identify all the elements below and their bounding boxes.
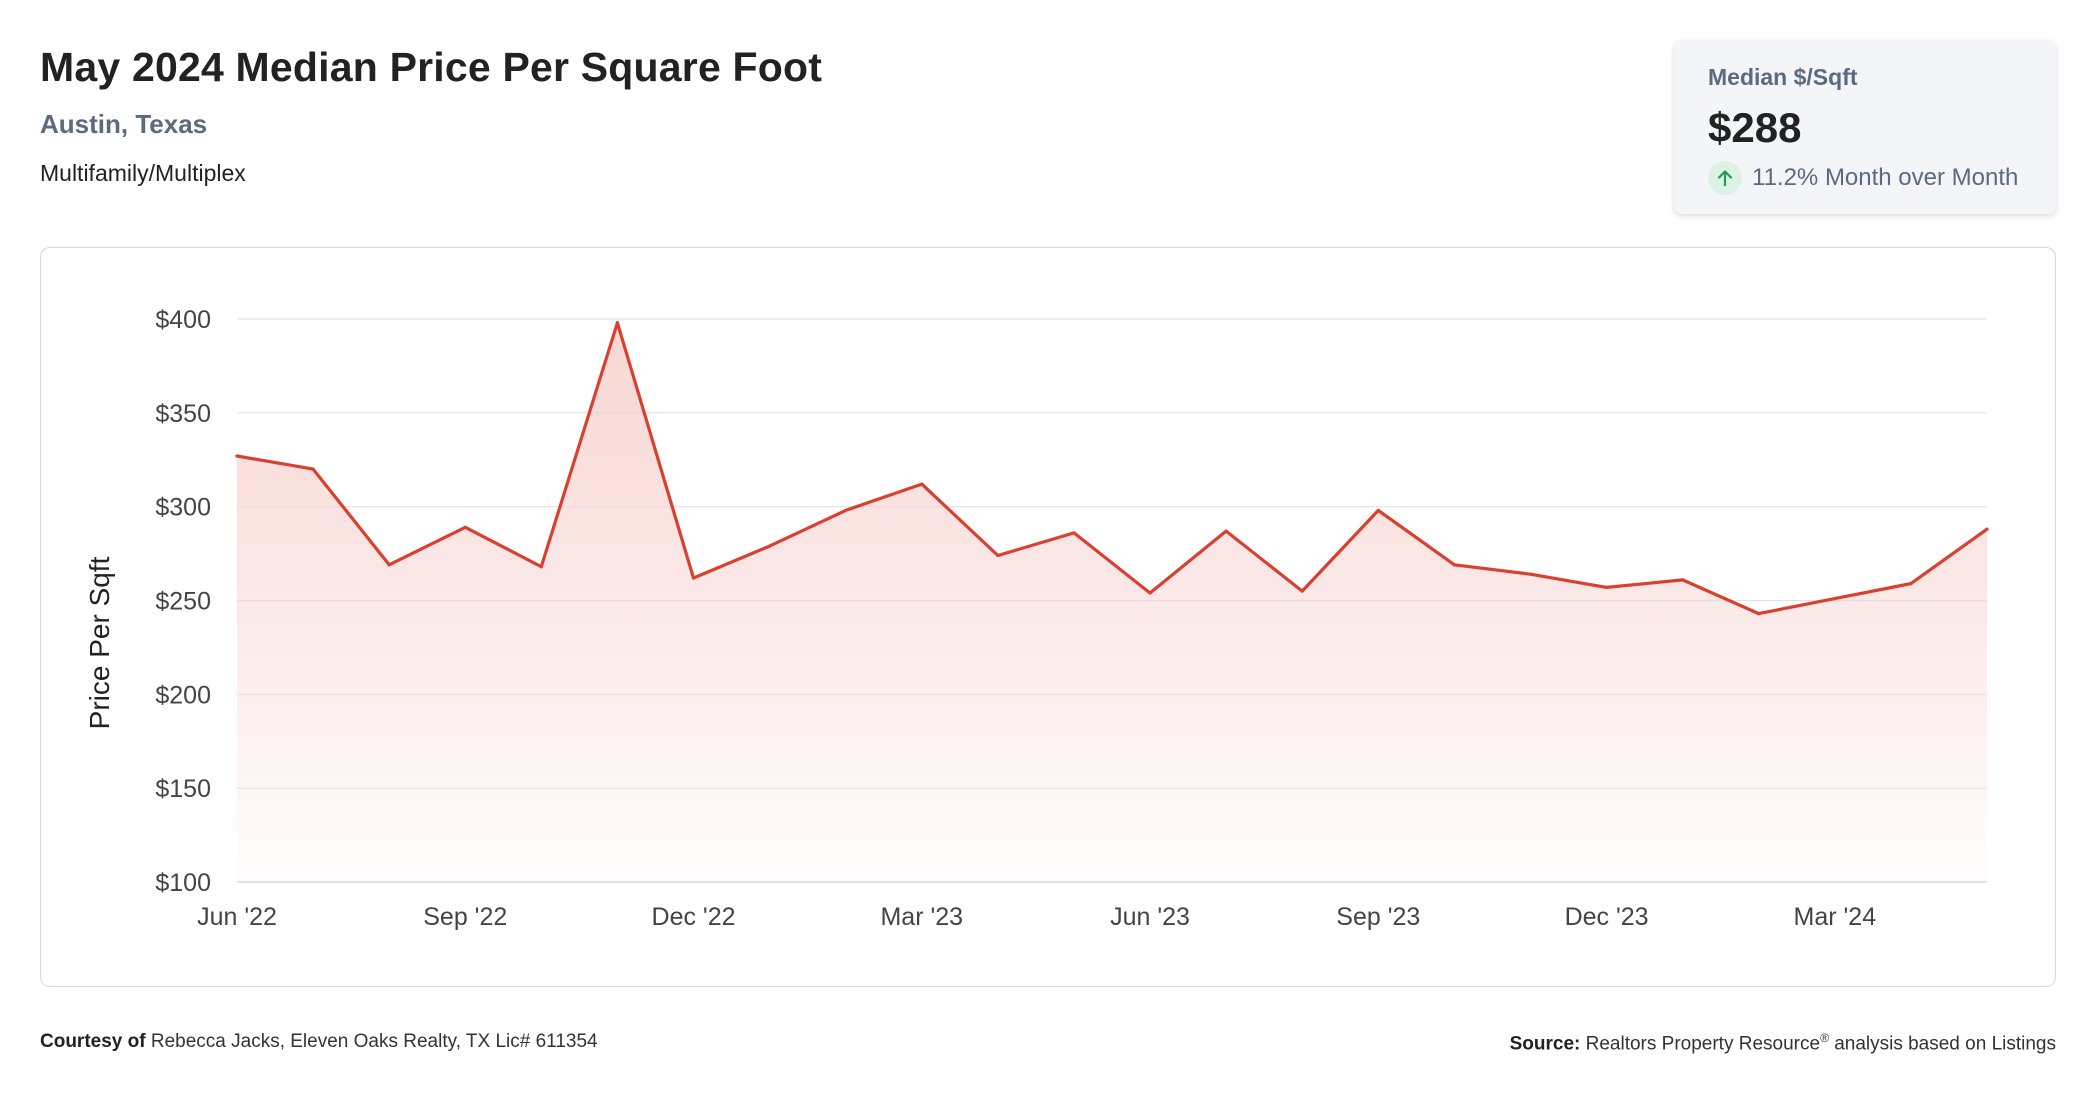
data-point-1 — [311, 467, 315, 471]
x-tick-label: Jun '23 — [1110, 903, 1190, 931]
stat-value: $288 — [1708, 104, 1802, 151]
data-point-12 — [1148, 591, 1152, 595]
y-tick-label: $200 — [155, 681, 211, 709]
data-point-20 — [1757, 612, 1761, 616]
data-point-16 — [1452, 563, 1456, 567]
source-text: Realtors Property Resource — [1585, 1033, 1821, 1055]
arrow-up-icon — [1708, 161, 1742, 195]
chart-card: $100 $150 $200 $250 $300 $350 $400 Jun '22 Sep … — [40, 247, 2056, 987]
area-fill — [237, 322, 1987, 882]
source-suffix: analysis based on Listings — [1834, 1033, 2056, 1055]
data-point-17 — [1528, 572, 1533, 576]
data-point-23 — [1985, 527, 1989, 531]
registered-mark: ® — [1820, 1031, 1829, 1045]
data-point-4 — [539, 565, 543, 569]
series-line — [235, 321, 1989, 616]
x-tick-label: Mar '24 — [1794, 903, 1877, 931]
y-tick-label: $400 — [155, 306, 211, 334]
data-point-6 — [691, 576, 696, 580]
x-tick-label: Jun '22 — [197, 903, 277, 931]
data-point-3 — [463, 525, 467, 529]
y-tick-label: $100 — [155, 869, 211, 897]
data-point-13 — [1224, 529, 1228, 533]
data-point-2 — [387, 563, 391, 567]
source-footer: Source: Realtors Property Resource® anal… — [1510, 1031, 2056, 1055]
data-point-15 — [1376, 508, 1380, 513]
courtesy-label: Courtesy of — [40, 1031, 146, 1052]
location-subtitle: Austin, Texas — [40, 109, 208, 139]
x-tick-label: Dec '23 — [1565, 903, 1649, 931]
data-point-22 — [1909, 582, 1913, 586]
x-tick-label: Sep '23 — [1336, 903, 1420, 931]
stat-change: 11.2% Month over Month — [1708, 161, 2018, 195]
data-point-18 — [1604, 585, 1609, 589]
data-point-14 — [1300, 589, 1304, 593]
x-tick-label: Sep '22 — [423, 903, 507, 931]
courtesy-text: Rebecca Jacks, Eleven Oaks Realty, TX Li… — [150, 1031, 598, 1052]
x-tick-label: Mar '23 — [880, 903, 963, 931]
data-point-5 — [615, 321, 620, 325]
data-point-19 — [1681, 578, 1685, 582]
data-point-11 — [1072, 531, 1076, 535]
data-point-21 — [1833, 597, 1837, 601]
price-per-sqft-chart: $100 $150 $200 $250 $300 $350 $400 Jun '22 Sep … — [84, 306, 1989, 931]
y-tick-label: $150 — [155, 775, 211, 803]
data-point-8 — [844, 508, 848, 513]
data-point-7 — [768, 544, 772, 548]
y-axis-title: Price Per Sqft — [84, 556, 115, 729]
source-label: Source: — [1509, 1033, 1581, 1055]
page-title: May 2024 Median Price Per Square Foot — [40, 44, 823, 90]
y-tick-label: $250 — [155, 588, 211, 616]
data-point-9 — [920, 482, 924, 486]
y-tick-label: $350 — [155, 400, 211, 428]
stat-label: Median $/Sqft — [1708, 64, 1858, 90]
stat-change-text: 11.2% Month over Month — [1752, 164, 2019, 191]
courtesy-footer: Courtesy of Rebecca Jacks, Eleven Oaks R… — [40, 1031, 598, 1053]
median-stat-card: Median $/Sqft $288 11.2% Month over Mont… — [1674, 40, 2056, 214]
x-tick-label: Dec '22 — [652, 903, 736, 931]
y-tick-label: $300 — [155, 494, 211, 522]
data-point-0 — [235, 454, 239, 458]
data-point-10 — [996, 553, 1000, 558]
property-type-label: Multifamily/Multiplex — [40, 160, 246, 186]
